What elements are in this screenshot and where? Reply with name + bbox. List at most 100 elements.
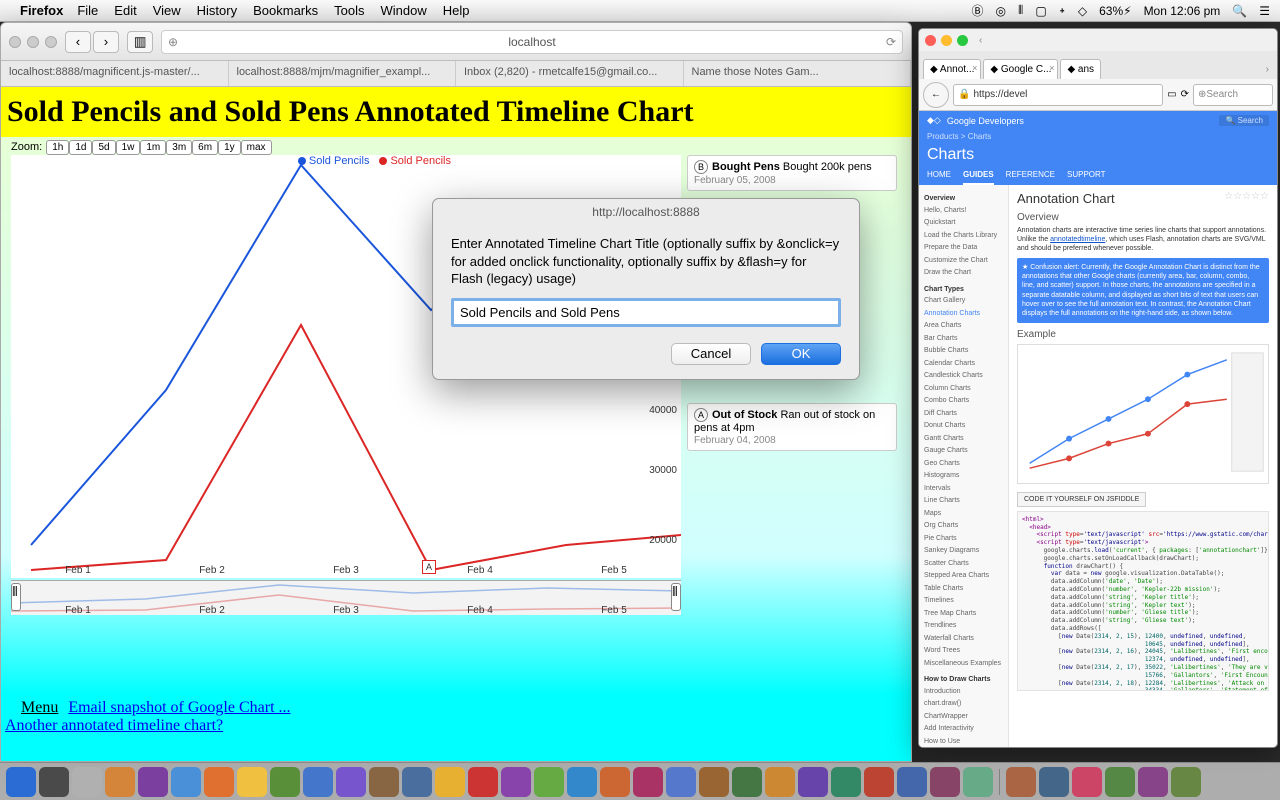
reload-icon[interactable]: ⟳ <box>886 35 896 49</box>
status-icon[interactable]: ⦀ <box>1018 3 1023 18</box>
menu-view[interactable]: View <box>153 3 181 18</box>
dialog-input[interactable] <box>451 298 841 327</box>
firefox-tab[interactable]: ◆ Google C...× <box>983 59 1058 79</box>
dock-item[interactable] <box>237 767 267 797</box>
dock-item[interactable] <box>963 767 993 797</box>
firefox-back-button[interactable]: ← <box>923 82 949 108</box>
breadcrumb[interactable]: Products > Charts <box>919 130 1277 143</box>
gd-search[interactable]: 🔍 Search <box>1219 115 1269 126</box>
ok-button[interactable]: OK <box>761 343 841 365</box>
address-bar[interactable]: ⊕ localhost ⟳ <box>161 30 903 54</box>
sidebar-item[interactable]: Quickstart <box>924 217 1003 230</box>
sidebar-item[interactable]: Draw the Chart <box>924 267 1003 280</box>
menu-window[interactable]: Window <box>381 3 427 18</box>
zoom-icon[interactable] <box>957 35 968 46</box>
dock-item[interactable] <box>633 767 663 797</box>
sidebar-item[interactable]: Load the Charts Library <box>924 230 1003 243</box>
dock-item[interactable] <box>468 767 498 797</box>
link-annotatedtimeline[interactable]: annotatedtimeline <box>1050 236 1105 243</box>
sidebar-item[interactable]: Customize the Chart <box>924 255 1003 268</box>
jsfiddle-button[interactable]: CODE IT YOURSELF ON JSFIDDLE <box>1017 492 1146 507</box>
zoom-1d[interactable]: 1d <box>69 140 92 155</box>
dock-item[interactable] <box>798 767 828 797</box>
sidebar-item[interactable]: Prepare the Data <box>924 242 1003 255</box>
browser-tab[interactable]: localhost:8888/magnificent.js-master/... <box>1 61 229 86</box>
zoom-max[interactable]: max <box>241 140 272 155</box>
email-link[interactable]: Email snapshot of Google Chart ... <box>68 699 290 716</box>
zoom-5d[interactable]: 5d <box>92 140 115 155</box>
dock-item[interactable] <box>864 767 894 797</box>
sidebar-item[interactable]: Introduction <box>924 686 1003 699</box>
forward-button[interactable]: › <box>93 31 119 53</box>
dock-item[interactable] <box>138 767 168 797</box>
firefox-tab[interactable]: ◆ Annot...× <box>923 59 981 79</box>
sidebar-item[interactable]: chart.draw() <box>924 698 1003 711</box>
add-icon[interactable]: ⊕ <box>168 35 178 49</box>
sidebar-item[interactable]: ChartWrapper <box>924 711 1003 724</box>
zoom-1w[interactable]: 1w <box>116 140 141 155</box>
dock-item[interactable] <box>699 767 729 797</box>
menu-history[interactable]: History <box>197 3 237 18</box>
dock-item[interactable] <box>39 767 69 797</box>
close-icon[interactable] <box>925 35 936 46</box>
firefox-tab[interactable]: ◆ ans <box>1060 59 1101 79</box>
status-icon[interactable]: Ⓑ <box>972 2 984 19</box>
nav-reference[interactable]: REFERENCE <box>1006 170 1055 185</box>
dock-item[interactable] <box>270 767 300 797</box>
zoom-1m[interactable]: 1m <box>140 140 166 155</box>
firefox-search[interactable]: ⊕ Search <box>1193 84 1273 106</box>
zoom-3m[interactable]: 3m <box>166 140 192 155</box>
back-button[interactable]: ‹ <box>65 31 91 53</box>
dock-item[interactable] <box>105 767 135 797</box>
menu-help[interactable]: Help <box>443 3 470 18</box>
minimize-icon[interactable] <box>941 35 952 46</box>
browser-tab[interactable]: Name those Notes Gam... <box>684 61 912 86</box>
dock-item[interactable] <box>600 767 630 797</box>
dock-item[interactable] <box>534 767 564 797</box>
another-chart-link[interactable]: Another annotated timeline chart? <box>5 717 223 734</box>
nav-guides[interactable]: GUIDES <box>963 170 994 185</box>
nav-home[interactable]: HOME <box>927 170 951 185</box>
menubar-app[interactable]: Firefox <box>20 3 63 18</box>
firefox-url-bar[interactable]: 🔒https://devel <box>953 84 1163 106</box>
reload-icon[interactable]: ⟳ <box>1181 89 1189 100</box>
menu-tools[interactable]: Tools <box>334 3 364 18</box>
annotation-A[interactable]: AOut of Stock Ran out of stock on pens a… <box>687 403 897 451</box>
nav-support[interactable]: SUPPORT <box>1067 170 1106 185</box>
sidebar-item[interactable]: Add Interactivity <box>924 723 1003 736</box>
gd-brand[interactable]: Google Developers <box>947 116 1024 126</box>
dock-item[interactable] <box>1105 767 1135 797</box>
wifi-icon[interactable]: ◇ <box>1078 4 1087 18</box>
dock-item[interactable] <box>930 767 960 797</box>
airplay-icon[interactable]: ▢ <box>1035 4 1046 18</box>
dock-item[interactable] <box>303 767 333 797</box>
menu-icon[interactable]: ☰ <box>1259 4 1270 18</box>
zoom-6m[interactable]: 6m <box>192 140 218 155</box>
zoom-1y[interactable]: 1y <box>218 140 241 155</box>
dock-item[interactable] <box>369 767 399 797</box>
browser-tab[interactable]: Inbox (2,820) - rmetcalfe15@gmail.co... <box>456 61 684 86</box>
dock-item[interactable] <box>6 767 36 797</box>
spotlight-icon[interactable]: 🔍 <box>1232 4 1247 18</box>
dock-item[interactable] <box>435 767 465 797</box>
dock-item[interactable] <box>1138 767 1168 797</box>
dock-item[interactable] <box>765 767 795 797</box>
bluetooth-icon[interactable]: ᛭ <box>1059 4 1066 18</box>
clock[interactable]: Mon 12:06 pm <box>1144 4 1221 18</box>
menu-link[interactable]: Menu <box>21 699 58 716</box>
sidebar-item[interactable]: How to Use Spreadsheets with Charts <box>924 736 1003 748</box>
dock-item[interactable] <box>204 767 234 797</box>
dock-item[interactable] <box>831 767 861 797</box>
dock-item[interactable] <box>1171 767 1201 797</box>
dock-item[interactable] <box>171 767 201 797</box>
cancel-button[interactable]: Cancel <box>671 343 751 365</box>
overview-chart[interactable]: ⦀ ⦀ Feb 1Feb 2Feb 3Feb 4Feb 5 <box>11 580 681 615</box>
status-icon[interactable]: ◎ <box>996 4 1006 18</box>
dock-item[interactable] <box>897 767 927 797</box>
dock-item[interactable] <box>1072 767 1102 797</box>
dock-item[interactable] <box>501 767 531 797</box>
dock-item[interactable] <box>72 767 102 797</box>
rating-stars[interactable]: ☆☆☆☆☆ <box>1224 191 1269 202</box>
annotation-B[interactable]: BBought Pens Bought 200k pensFebruary 05… <box>687 155 897 191</box>
back-icon[interactable]: ‹ <box>979 35 982 46</box>
